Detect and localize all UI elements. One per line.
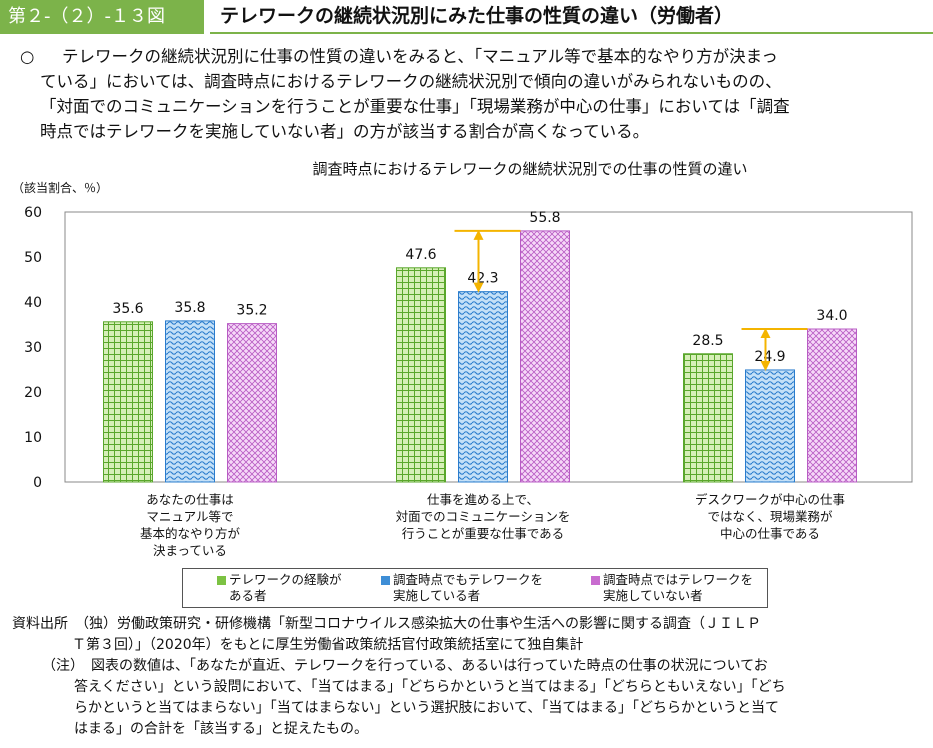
data-label: 35.2 (236, 303, 267, 319)
bar (227, 323, 277, 483)
chart-title: 調査時点におけるテレワークの継続状況別での仕事の性質の違い (312, 160, 748, 178)
x-category-label: あなたの仕事は (146, 492, 234, 507)
data-label: 35.6 (112, 301, 143, 317)
source-line: 資料出所 （独）労働政策研究・研修機構「新型コロナウイルス感染拡大の仕事や生活へ… (12, 616, 761, 632)
figure-title: テレワークの継続状況別にみた仕事の性質の違い（労働者） (210, 0, 933, 34)
y-tick-label: 30 (24, 340, 42, 356)
data-label: 42.3 (467, 271, 498, 287)
bar (683, 353, 733, 483)
bar (458, 291, 508, 483)
data-label: 28.5 (692, 333, 723, 349)
x-category-label: 仕事を進める上で、 (427, 492, 539, 507)
bar (520, 230, 570, 483)
chart-axes: 0 10 20 30 40 50 60 あなたの仕事はマニュアル等で基本的なやり方が決まってい… (24, 205, 913, 558)
x-category-label: 決まっている (153, 543, 227, 558)
data-label: 24.9 (754, 349, 785, 365)
bar (103, 321, 153, 483)
y-tick-label: 20 (24, 385, 42, 401)
legend-label: 調査時点ではテレワークを 実施していない者 (603, 572, 754, 603)
summary-line: 「対面でのコミュニケーションを行うことが重要な仕事」「現場業務が中心の仕事」にお… (40, 97, 790, 116)
y-axis-label: （該当割合、％） (12, 181, 109, 195)
bar (165, 320, 215, 483)
data-label: 47.6 (405, 247, 436, 263)
chart-annotations (454, 229, 808, 371)
summary-line: 時点ではテレワークを実施していない者」の方が該当する割合が高くなっている。 (40, 122, 650, 141)
x-category-label: 行うことが重要な仕事である (402, 526, 564, 541)
note-line: らかというと当てはまらない」「当てはまらない」という選択肢において、「当てはまる… (74, 700, 780, 716)
figure-header: 第２-（２）-１３図 テレワークの継続状況別にみた仕事の性質の違い（労働者） (0, 0, 933, 34)
x-category-label: 基本的なやり方が (140, 526, 241, 541)
y-tick-label: 60 (24, 205, 42, 221)
figure-number: 第２-（２）-１３図 (0, 0, 204, 34)
chart-legend: テレワークの経験が ある者 調査時点でもテレワークを 実施している者 調査時点で… (182, 568, 768, 608)
x-category-label: 対面でのコミュニケーションを (396, 509, 571, 524)
summary-bullet: ○ (20, 47, 35, 66)
source-line: Ｔ第３回）」（2020年）をもとに厚生労働省政策統括官付政策統括室にて独自集計 (72, 637, 584, 653)
x-category-label: マニュアル等で (146, 509, 233, 524)
bar-chart: 0 10 20 30 40 50 60 あなたの仕事はマニュアル等で基本的なやり方が決まってい… (24, 205, 913, 558)
note-line: 答えください」という設問において、「当てはまる」「どちらかというと当てはまる」「… (74, 679, 786, 695)
y-tick-label: 40 (24, 295, 42, 311)
legend-label: テレワークの経験が ある者 (229, 572, 342, 603)
data-label: 34.0 (816, 308, 847, 324)
summary-line: ている」においては、調査時点におけるテレワークの継続状況別で傾向の違いがみられな… (40, 72, 782, 91)
summary-text: ○ テレワークの継続状況別に仕事の性質の違いをみると、「マニュアル等で基本的なや… (20, 44, 920, 144)
legend-swatch-purple (591, 576, 600, 585)
data-label: 35.8 (174, 300, 205, 316)
source-notes: 資料出所 （独）労働政策研究・研修機構「新型コロナウイルス感染拡大の仕事や生活へ… (12, 614, 922, 740)
legend-label: 調査時点でもテレワークを 実施している者 (393, 572, 544, 603)
y-tick-label: 10 (24, 430, 42, 446)
bar (807, 328, 857, 483)
note-line: （注） 図表の数値は、「あなたが直近、テレワークを行っている、あるいは行っていた… (42, 658, 768, 674)
note-line: はまる」の合計を「該当する」と捉えたもの。 (74, 721, 368, 737)
bar (396, 267, 446, 483)
y-tick-label: 50 (24, 250, 42, 266)
bar (745, 369, 795, 483)
legend-swatch-green (217, 576, 226, 585)
x-category-label: デスクワークが中心の仕事 (695, 492, 845, 507)
chart-bars: 35.6 35.8 35.2 47.6 42.3 55.8 28.5 24.9 34.0 (103, 210, 857, 483)
x-category-label: ではなく、現場業務が (707, 509, 833, 524)
summary-line: テレワークの継続状況別に仕事の性質の違いをみると、「マニュアル等で基本的なやり方… (62, 47, 778, 66)
x-category-label: 中心の仕事である (720, 526, 820, 541)
y-tick-label: 0 (33, 475, 42, 491)
data-label: 55.8 (529, 210, 560, 226)
legend-swatch-blue (381, 576, 390, 585)
